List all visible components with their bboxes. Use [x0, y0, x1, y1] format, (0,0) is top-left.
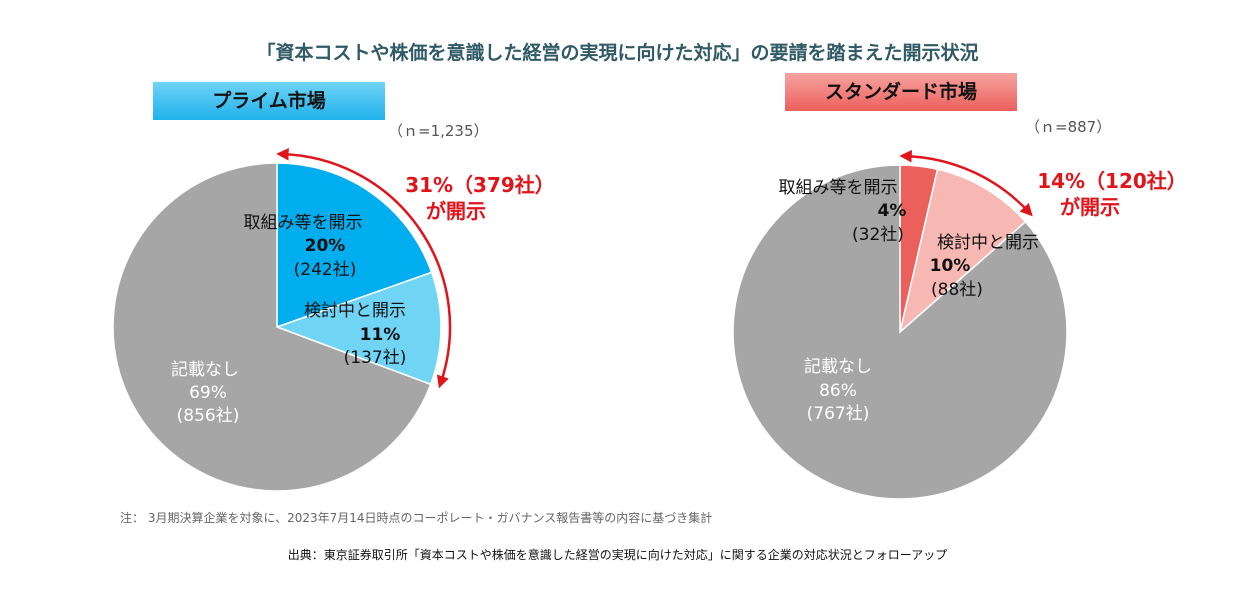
standard-disclosed-label: 取組み等を開示: [779, 178, 898, 198]
prime-slice-none: [112, 162, 432, 492]
standard-sample-size: （ｎ=887）: [1025, 118, 1112, 136]
standard-none-count: (767社): [807, 404, 870, 424]
source-citation: 出典：東京証券取引所「資本コストや株価を意識した経営の実現に向けた対応」に関する…: [287, 548, 948, 562]
prime-disclosed-label: 取組み等を開示: [244, 213, 363, 233]
prime-callout-line1: 31%（379社）: [405, 173, 555, 197]
prime-none-count: (856社): [177, 406, 240, 426]
prime-none-label: 記載なし: [171, 360, 239, 380]
standard-disclosed-count: (32社): [852, 225, 904, 245]
standard-callout-line2: が開示: [1060, 195, 1120, 219]
standard-considering-pct: 10%: [930, 256, 971, 276]
prime-sample-size: （ｎ=1,235）: [388, 122, 489, 140]
prime-market-label: プライム市場: [153, 82, 385, 120]
prime-callout-line2: が開示: [426, 199, 486, 223]
prime-none-pct: 69%: [189, 383, 227, 403]
prime-disclosed-count: (242社): [294, 260, 357, 280]
standard-none-pct: 86%: [819, 381, 857, 401]
standard-none-label: 記載なし: [804, 357, 872, 377]
prime-considering-count: (137社): [344, 348, 407, 368]
prime-considering-pct: 11%: [360, 325, 401, 345]
prime-disclosed-pct: 20%: [305, 236, 346, 256]
standard-considering-label: 検討中と開示: [937, 233, 1039, 253]
prime-considering-label: 検討中と開示: [304, 301, 406, 321]
standard-callout-line1: 14%（120社）: [1037, 169, 1187, 193]
standard-market-label: スタンダード市場: [785, 73, 1017, 111]
prime-disclosure-arc: [276, 148, 452, 389]
standard-disclosure-arc: [899, 150, 1033, 217]
standard-disclosed-pct: 4%: [878, 201, 907, 221]
footnote: 注： 3月期決算企業を対象に、2023年7月14日時点のコーポレート・ガバナンス…: [120, 511, 713, 525]
standard-considering-count: (88社): [931, 280, 983, 300]
page-title: 「資本コストや株価を意識した経営の実現に向けた対応」の要請を踏まえた開示状況: [256, 42, 979, 64]
disclosure-arcs: [276, 148, 1033, 389]
standard-slice-none: [732, 164, 1068, 500]
